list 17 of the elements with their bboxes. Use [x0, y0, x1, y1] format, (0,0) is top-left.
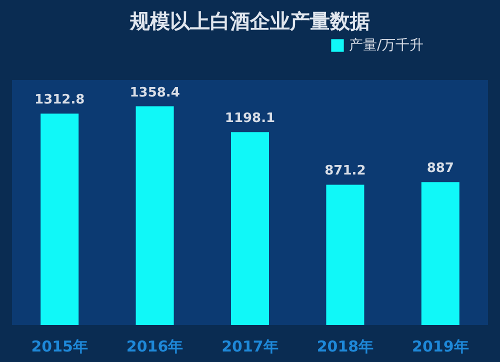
x-tick-label: 2016年 — [126, 338, 184, 356]
x-tick-label: 2015年 — [31, 338, 88, 356]
bar — [136, 106, 174, 325]
data-label: 1312.8 — [34, 92, 85, 108]
chart-title: 规模以上白酒企业产量数据 — [129, 9, 370, 33]
x-tick-label: 2019年 — [412, 338, 469, 356]
x-tick-label: 2018年 — [316, 338, 374, 356]
bar — [231, 132, 269, 325]
data-label: 887 — [426, 161, 454, 176]
bar — [40, 114, 79, 325]
data-label: 1358.4 — [130, 85, 180, 100]
bar — [326, 184, 364, 325]
x-tick-label: 2017年 — [222, 338, 278, 356]
data-label: 871.2 — [324, 164, 366, 179]
data-label: 1198.1 — [224, 111, 276, 126]
bar — [421, 182, 460, 325]
legend-label: 产量/万千升 — [349, 38, 424, 54]
